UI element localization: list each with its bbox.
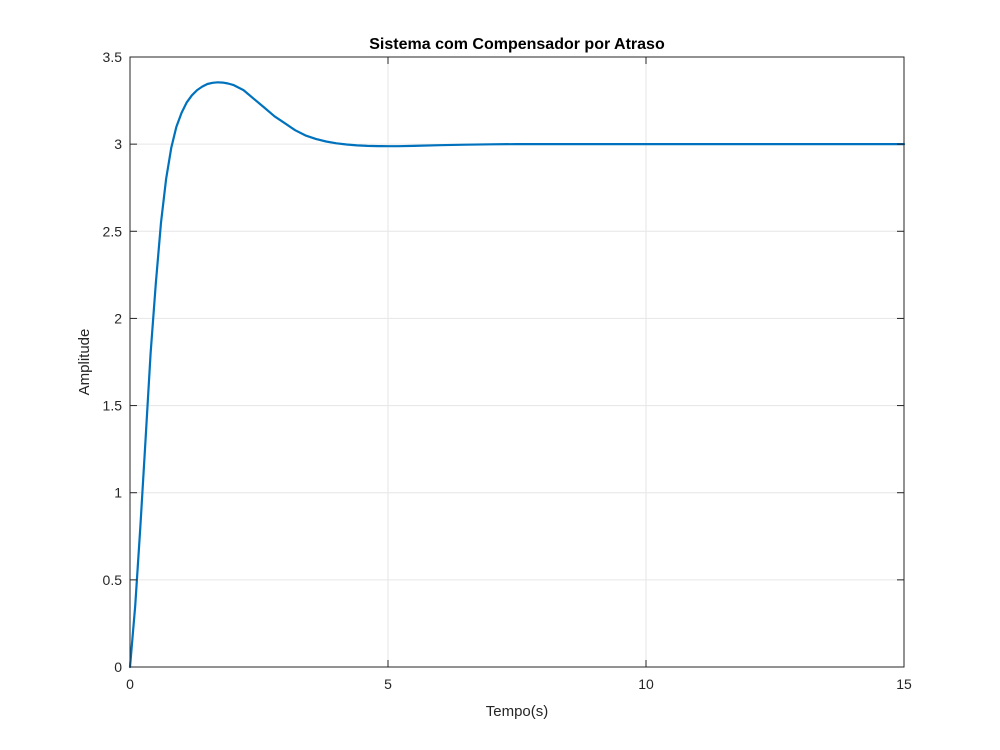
- y-tick-label: 3.5: [103, 49, 123, 65]
- x-axis-label: Tempo(s): [486, 703, 549, 720]
- y-tick-label: 1: [114, 485, 122, 501]
- x-tick-label: 5: [384, 676, 392, 692]
- x-tick-label: 10: [638, 676, 654, 692]
- y-tick-label: 2.5: [103, 223, 123, 239]
- y-tick-label: 2: [114, 310, 122, 326]
- response-line: [128, 81, 906, 669]
- y-tick-label: 0.5: [103, 572, 123, 588]
- y-tick-label: 1.5: [103, 398, 123, 414]
- tick-labels: 0 5 10 15 0 0.5 1 1.5 2 2.5 3 3.5: [103, 49, 912, 692]
- axes-box: [129, 56, 905, 668]
- tick-marks: [129, 56, 905, 668]
- x-tick-label: 15: [896, 676, 912, 692]
- y-tick-label: 0: [114, 659, 122, 675]
- chart-title: Sistema com Compensador por Atraso: [369, 36, 665, 53]
- x-tick-label: 0: [126, 676, 134, 692]
- y-axis-label: Amplitude: [76, 329, 93, 396]
- grid-lines: [130, 57, 904, 667]
- series-layer: [128, 81, 906, 669]
- axes-background: [130, 57, 904, 667]
- y-tick-label: 3: [114, 136, 122, 152]
